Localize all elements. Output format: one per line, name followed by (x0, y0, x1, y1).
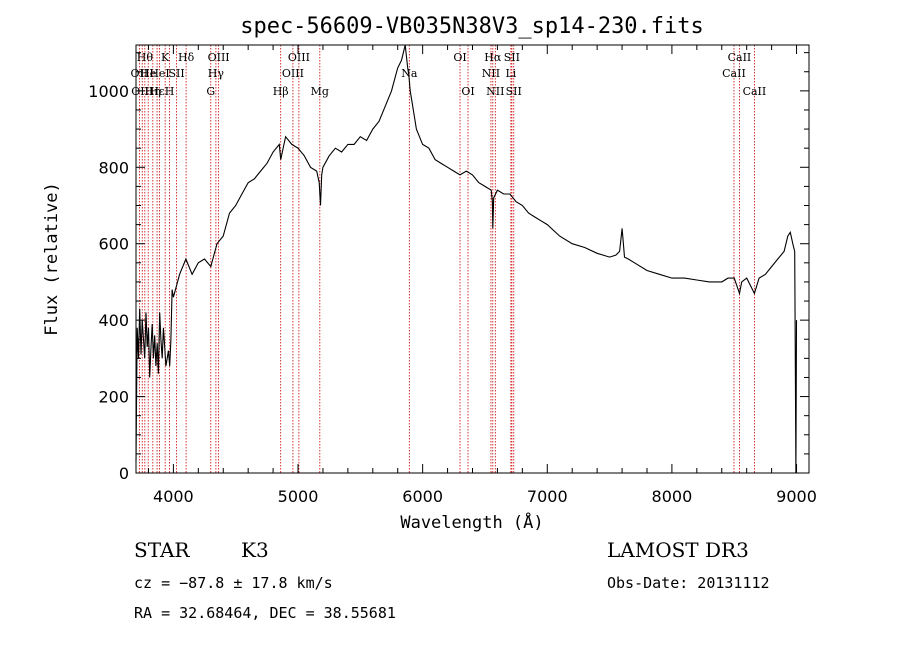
line-marker-label-3: He (140, 67, 156, 80)
line-marker-label-6: HeI (149, 67, 169, 80)
line-marker-label-15: OIII (282, 67, 304, 80)
line-marker-label-5: Hε (149, 85, 165, 98)
y-axis-label: Flux (relative) (42, 182, 62, 336)
coordinates: RA = 32.68464, DEC = 38.55681 (134, 604, 396, 622)
survey-name: LAMOST DR3 (607, 538, 749, 562)
y-tick-label-5: 1000 (88, 82, 129, 101)
line-marker-label-1: OIII (131, 85, 153, 98)
line-marker-label-17: Mg (311, 85, 329, 98)
x-tick-label-3: 7000 (527, 487, 568, 506)
spectrum-line (135, 44, 798, 474)
line-marker-label-24: Li (505, 67, 516, 80)
y-tick-label-0: 0 (119, 464, 129, 483)
object-class: STAR (134, 538, 190, 562)
y-tick-label-3: 600 (98, 235, 129, 254)
line-marker-label-26: SII (506, 85, 522, 98)
line-marker-label-18: Na (401, 67, 418, 80)
x-tick-label-5: 9000 (776, 487, 817, 506)
y-axis-ticks: 0 200 400 600 800 1000 (88, 52, 809, 483)
line-marker-label-12: Hγ (208, 67, 225, 80)
line-marker-label-0: OII (131, 67, 149, 80)
redshift-velocity: cz = −87.8 ± 17.8 km/s (134, 574, 333, 592)
line-marker-label-23: NII (486, 85, 504, 98)
line-marker-label-2: Hθ (137, 51, 154, 64)
x-tick-label-4: 8000 (652, 487, 693, 506)
line-marker-label-9: SII (169, 67, 185, 80)
x-tick-label-1: 5000 (278, 487, 319, 506)
y-tick-label-1: 200 (98, 388, 129, 407)
y-tick-label-2: 400 (98, 311, 129, 330)
plot-frame (135, 44, 810, 474)
line-marker-label-25: SII (504, 51, 520, 64)
line-marker-label-19: OI (453, 51, 466, 64)
line-marker-label-22: Hα (484, 51, 502, 64)
line-marker-label-10: Hδ (178, 51, 195, 64)
line-marker-label-20: OI (461, 85, 474, 98)
line-marker-label-29: CaII (743, 85, 767, 98)
line-marker-label-8: H (165, 85, 175, 98)
line-marker-label-7: K (161, 51, 170, 64)
y-tick-label-4: 800 (98, 158, 129, 177)
line-marker-label-28: CaII (728, 51, 752, 64)
line-marker-label-11: G (206, 85, 215, 98)
line-marker-label-21: NII (482, 67, 500, 80)
line-marker-label-14: Hβ (273, 85, 289, 98)
chart-title: spec-56609-VB035N38V3_sp14-230.fits (240, 14, 704, 39)
line-marker-label-16: OIII (288, 51, 310, 64)
observation-date: Obs-Date: 20131112 (607, 574, 770, 592)
line-marker-label-4: Hη (145, 85, 161, 98)
x-axis-ticks: 4000 5000 6000 7000 8000 9000 (147, 45, 817, 506)
x-axis-label: Wavelength (Å) (400, 511, 543, 533)
line-marker-label-13: OIII (208, 51, 230, 64)
x-tick-label-2: 6000 (402, 487, 443, 506)
line-marker-label-27: CaII (722, 67, 746, 80)
line-markers (138, 45, 755, 473)
x-tick-label-0: 4000 (153, 487, 194, 506)
object-subclass: K3 (241, 538, 269, 562)
